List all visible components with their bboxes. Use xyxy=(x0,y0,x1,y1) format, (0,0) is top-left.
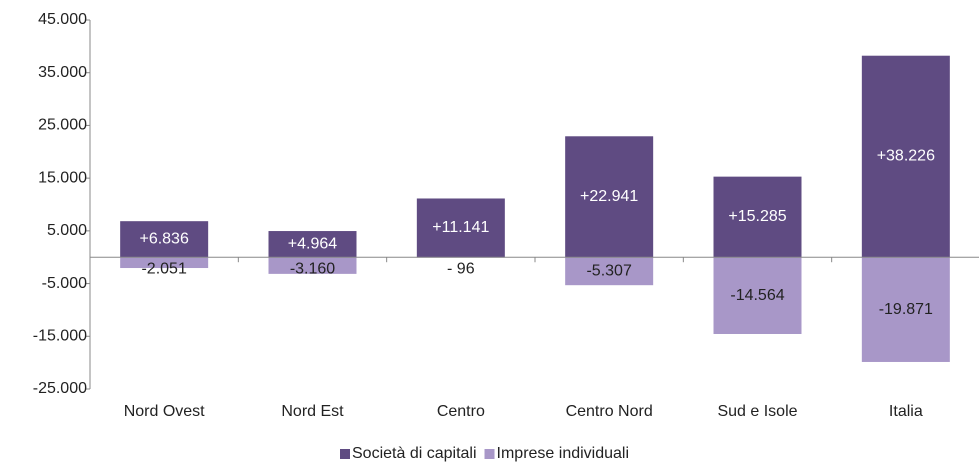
y-tick-label: 5.000 xyxy=(47,222,87,239)
value-label: -2.051 xyxy=(141,260,186,277)
value-label: -19.871 xyxy=(879,301,933,318)
value-label: - 96 xyxy=(447,260,475,277)
y-tick-label: 35.000 xyxy=(38,64,87,81)
bar xyxy=(120,257,209,269)
bar xyxy=(565,257,654,286)
value-label: -5.307 xyxy=(586,262,631,279)
legend-swatch xyxy=(340,449,350,459)
x-tick-label: Nord Est xyxy=(281,403,344,420)
x-tick-label: Sud e Isole xyxy=(717,403,797,420)
y-tick-label: 25.000 xyxy=(38,117,87,134)
bar xyxy=(268,231,357,258)
bar xyxy=(268,257,357,274)
value-label: +4.964 xyxy=(288,235,337,252)
y-tick-label: 45.000 xyxy=(38,11,87,28)
x-tick-label: Italia xyxy=(889,403,923,420)
bar xyxy=(713,257,802,334)
bar xyxy=(861,55,950,258)
bar xyxy=(565,136,654,258)
bar xyxy=(861,257,950,362)
legend-label: Imprese individuali xyxy=(497,445,630,462)
value-label: +15.285 xyxy=(728,208,786,225)
bar xyxy=(416,198,505,258)
value-label: -3.160 xyxy=(290,260,335,277)
legend: Società di capitali Imprese individuali xyxy=(340,445,629,462)
y-tick-label: -15.000 xyxy=(33,328,87,345)
y-tick-label: -5.000 xyxy=(42,275,87,292)
legend-swatch xyxy=(484,449,495,459)
y-tick-label: 15.000 xyxy=(38,169,87,186)
value-label: +22.941 xyxy=(580,188,638,205)
value-label: +6.836 xyxy=(139,230,188,247)
x-tick-label: Nord Ovest xyxy=(124,403,205,420)
value-label: +11.141 xyxy=(432,219,489,236)
bar xyxy=(120,221,209,258)
value-label: +38.226 xyxy=(877,148,935,165)
bar xyxy=(713,176,802,258)
x-tick-label: Centro xyxy=(437,403,485,420)
y-tick-label: -25.000 xyxy=(33,380,87,397)
value-label: -14.564 xyxy=(730,287,784,304)
x-tick-label: Centro Nord xyxy=(566,403,653,420)
legend-label: Società di capitali xyxy=(352,445,477,462)
